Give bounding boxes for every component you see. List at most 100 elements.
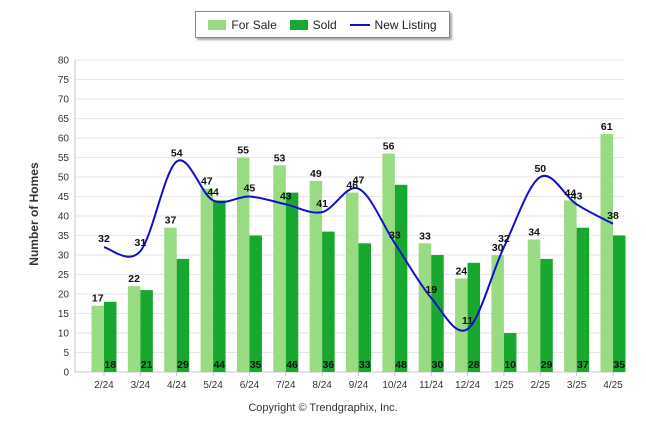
x-tick-label: 8/24: [312, 380, 332, 391]
bar-sold: [503, 333, 517, 372]
x-tick-label: 4/24: [167, 380, 187, 391]
data-label-new-listing: 11: [462, 315, 473, 327]
data-label-for-sale: 61: [601, 121, 613, 133]
data-label-for-sale: 24: [455, 265, 467, 277]
bar-for-sale: [164, 227, 177, 372]
data-label-new-listing: 32: [498, 233, 510, 245]
data-label-for-sale: 22: [128, 273, 140, 285]
data-label-for-sale: 56: [383, 141, 395, 153]
legend-item-for-sale: For Sale: [208, 17, 277, 32]
data-label-sold: 18: [104, 359, 116, 371]
y-tick-label: 30: [58, 251, 70, 262]
data-label-new-listing: 54: [171, 147, 183, 159]
data-label-sold: 29: [177, 359, 189, 371]
bar-sold: [249, 235, 262, 372]
x-tick-label: 2/24: [94, 380, 114, 391]
x-tick-label: 2/25: [531, 380, 551, 391]
data-label-new-listing: 32: [98, 233, 110, 245]
data-label-sold: 28: [468, 359, 480, 371]
bar-sold: [213, 200, 226, 372]
bar-sold: [576, 227, 590, 372]
legend-item-new-listing: New Listing: [349, 18, 437, 32]
bar-for-sale: [91, 305, 104, 372]
y-tick-label: 20: [58, 290, 70, 301]
data-label-new-listing: 50: [534, 163, 546, 175]
bar-sold: [467, 262, 481, 372]
bar-for-sale: [346, 192, 359, 372]
legend-label-sold: Sold: [312, 17, 337, 32]
bar-sold: [176, 258, 190, 372]
data-label-sold: 33: [359, 359, 371, 371]
data-label-sold: 35: [250, 359, 262, 371]
data-label-sold: 30: [432, 359, 444, 371]
x-tick-label: 10/24: [382, 380, 407, 391]
data-label-new-listing: 31: [135, 237, 147, 249]
data-label-new-listing: 41: [316, 198, 328, 210]
data-label-for-sale: 33: [419, 230, 431, 242]
y-tick-label: 65: [58, 114, 70, 125]
data-label-sold: 44: [213, 359, 225, 371]
y-tick-label: 10: [58, 329, 70, 340]
bar-for-sale: [309, 180, 323, 372]
copyright-text: Copyright © Trendgraphix, Inc.: [248, 402, 398, 414]
bar-for-sale: [491, 255, 504, 372]
bar-sold: [322, 231, 335, 372]
bar-sold: [358, 243, 371, 372]
bar-sold: [104, 301, 117, 372]
bar-for-sale: [273, 165, 286, 372]
x-tick-label: 9/24: [349, 380, 369, 391]
data-label-for-sale: 46: [346, 180, 358, 192]
y-tick-label: 0: [63, 368, 69, 379]
x-tick-label: 4/25: [603, 380, 623, 391]
legend-swatch-sold: [289, 19, 308, 30]
bar-for-sale: [600, 134, 613, 372]
bar-for-sale: [127, 286, 141, 372]
x-tick-label: 7/24: [276, 380, 296, 391]
data-label-sold: 29: [541, 359, 553, 371]
x-tick-label: 12/24: [455, 380, 480, 391]
y-tick-label: 50: [58, 173, 70, 184]
data-label-sold: 21: [141, 359, 153, 371]
bar-for-sale: [382, 153, 395, 372]
data-label-sold: 36: [323, 359, 335, 371]
data-label-for-sale: 53: [274, 152, 286, 164]
data-label-for-sale: 30: [492, 242, 504, 254]
legend-swatch-for-sale: [208, 19, 227, 30]
data-label-new-listing: 43: [280, 190, 292, 202]
data-label-for-sale: 17: [92, 293, 104, 305]
x-tick-label: 3/24: [131, 380, 151, 391]
y-tick-label: 55: [58, 153, 70, 164]
bar-sold: [613, 235, 626, 372]
y-tick-label: 40: [58, 212, 70, 223]
bar-for-sale: [236, 157, 250, 372]
data-label-new-listing: 45: [244, 183, 256, 195]
legend-label-for-sale: For Sale: [231, 17, 277, 32]
x-tick-label: 1/25: [494, 380, 514, 391]
bar-sold: [140, 290, 153, 372]
data-label-for-sale: 47: [201, 176, 213, 188]
data-label-sold: 37: [577, 359, 589, 371]
bar-sold: [285, 192, 299, 372]
data-label-for-sale: 44: [565, 187, 577, 199]
y-tick-label: 80: [58, 56, 70, 67]
data-label-new-listing: 19: [425, 284, 437, 296]
y-tick-label: 60: [58, 134, 70, 145]
data-label-sold: 10: [504, 359, 516, 371]
data-label-new-listing: 44: [207, 186, 219, 198]
bar-sold: [540, 258, 553, 372]
y-tick-label: 25: [58, 270, 70, 281]
legend-swatch-new-listing: [349, 23, 370, 26]
bar-sold: [394, 184, 408, 372]
bar-for-sale: [200, 188, 214, 372]
y-tick-label: 45: [58, 192, 70, 203]
data-label-for-sale: 55: [237, 145, 249, 157]
data-label-for-sale: 49: [310, 168, 322, 180]
y-tick-label: 70: [58, 95, 70, 106]
y-tick-label: 75: [58, 75, 70, 86]
x-tick-label: 6/24: [240, 380, 260, 391]
data-label-sold: 46: [286, 359, 298, 371]
data-label-for-sale: 34: [528, 226, 540, 238]
data-label-new-listing: 38: [607, 210, 619, 222]
data-label-sold: 48: [395, 359, 407, 371]
